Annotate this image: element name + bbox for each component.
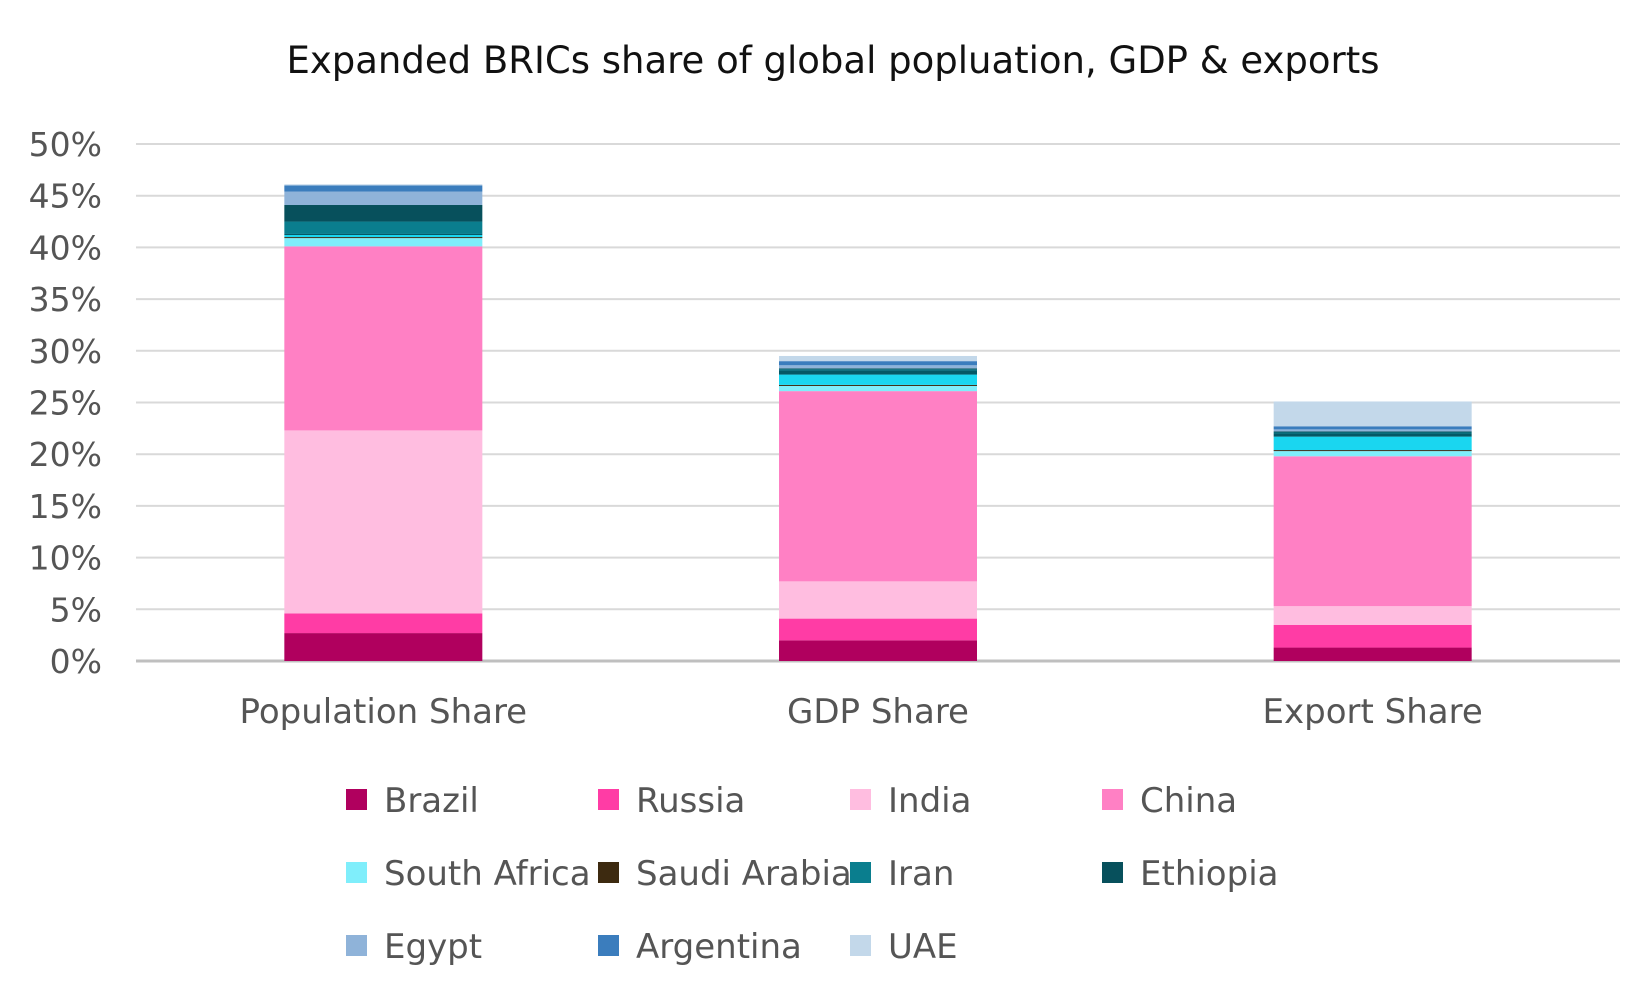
bar-segment-egypt <box>284 221 483 234</box>
bar-segment-brazil <box>1273 647 1472 661</box>
y-tick-label: 40% <box>29 228 102 267</box>
bar-segment-saudi-arabia <box>779 384 977 386</box>
legend-swatch <box>850 789 871 810</box>
bar-segment-argentina <box>1273 431 1472 433</box>
bar-segment-china <box>284 246 483 431</box>
legend-label: Brazil <box>384 781 479 821</box>
bar-segment-egypt <box>1273 429 1472 432</box>
legend-swatch <box>598 862 619 883</box>
x-category-label: GDP Share <box>787 692 969 732</box>
legend-label: China <box>1140 781 1237 821</box>
bar-segment-uae <box>1273 401 1472 427</box>
legend-label: Saudi Arabia <box>636 854 852 894</box>
legend-swatch <box>346 789 367 810</box>
bar-segment-russia <box>1273 624 1472 648</box>
legend-label: South Africa <box>384 854 591 894</box>
legend-item-uae: UAE <box>850 927 958 967</box>
bar-segment-iran <box>779 374 977 385</box>
bar-segment-saudi-arabia <box>1273 450 1472 452</box>
bar-stack-gdp-share <box>779 355 977 661</box>
bar-segment-argentina <box>779 368 977 370</box>
bar-segment-argentina <box>284 185 483 192</box>
y-tick-label: 50% <box>29 125 102 164</box>
bar-segment-india <box>284 430 483 614</box>
bar-segment-russia <box>779 618 977 641</box>
bar-segment-india <box>1273 606 1472 625</box>
y-tick-label: 10% <box>29 539 102 578</box>
bar-segment-south-africa <box>1273 451 1472 457</box>
bar-segment-saudi-arabia <box>284 237 483 239</box>
x-category-label: Export Share <box>1263 692 1483 732</box>
legend-swatch <box>598 935 619 956</box>
y-tick-label: 0% <box>50 642 102 681</box>
bar-segment-brazil <box>779 640 977 661</box>
bar-segment-egypt <box>779 369 977 371</box>
legend-label: Egypt <box>384 927 482 967</box>
y-tick-label: 15% <box>29 487 102 526</box>
legend-item-ethiopia: Ethiopia <box>1102 854 1278 894</box>
bar-segment-uae <box>284 184 483 186</box>
bar-segment-south-africa <box>779 385 977 392</box>
bar-segment-iran <box>1273 436 1472 451</box>
x-category-label: Population Share <box>240 692 528 732</box>
legend-swatch <box>1102 862 1123 883</box>
bar-segment-ethiopia <box>779 370 977 375</box>
legend-item-india: India <box>850 781 971 821</box>
legend-item-saudi-arabia: Saudi Arabia <box>598 854 852 894</box>
bar-segment-argentina <box>779 361 977 366</box>
y-axis-ticks: 0% 5% 10% 15% 20% 25% 30% 35% 40% 45% 50% <box>29 125 102 681</box>
x-axis-categories: Population Share GDP Share Export Share <box>240 692 1483 732</box>
legend-label: India <box>888 781 971 821</box>
bar-segment-egypt <box>1273 432 1472 434</box>
y-tick-label: 5% <box>50 590 102 629</box>
y-tick-label: 45% <box>29 177 102 216</box>
legend-label: Russia <box>636 781 745 821</box>
legend-item-egypt: Egypt <box>346 927 482 967</box>
bar-segment-argentina <box>1273 426 1472 430</box>
bar-segment-china <box>1273 456 1472 607</box>
bar-segment-india <box>779 581 977 619</box>
bar-segment-uae <box>779 355 977 362</box>
legend-item-russia: Russia <box>598 781 745 821</box>
legend-item-china: China <box>1102 781 1237 821</box>
bar-segment-egypt <box>284 191 483 206</box>
legend-label: Iran <box>888 854 954 894</box>
y-tick-label: 30% <box>29 332 102 371</box>
legend-item-argentina: Argentina <box>598 927 802 967</box>
bar-segment-china <box>779 391 977 582</box>
bar-segment-ethiopia <box>1273 433 1472 437</box>
legend-item-iran: Iran <box>850 854 954 894</box>
bar-segment-iran <box>284 234 483 238</box>
bar-stack-population-share <box>284 184 483 661</box>
legend-swatch <box>346 935 367 956</box>
bar-stack-export-share <box>1273 401 1472 661</box>
bar-segment-russia <box>284 613 483 634</box>
legend: Brazil Russia India China South Africa Saudi … <box>346 781 1278 967</box>
legend-label: UAE <box>888 927 958 967</box>
legend-swatch <box>850 935 871 956</box>
legend-swatch <box>1102 789 1123 810</box>
bar-segment-argentina <box>284 205 483 222</box>
legend-swatch <box>346 862 367 883</box>
legend-swatch <box>598 789 619 810</box>
legend-item-brazil: Brazil <box>346 781 479 821</box>
bar-segment-ethiopia <box>284 233 483 235</box>
y-tick-label: 35% <box>29 280 102 319</box>
legend-label: Argentina <box>636 927 802 967</box>
legend-label: Ethiopia <box>1140 854 1278 894</box>
chart-title: Expanded BRICs share of global popluatio… <box>287 39 1380 82</box>
y-tick-label: 20% <box>29 435 102 474</box>
bar-segment-brazil <box>284 633 483 661</box>
y-tick-label: 25% <box>29 384 102 423</box>
legend-item-south-africa: South Africa <box>346 854 591 894</box>
legend-swatch <box>850 862 871 883</box>
bar-segment-egypt <box>779 365 977 369</box>
bar-segment-south-africa <box>284 238 483 247</box>
bars <box>284 184 1472 661</box>
